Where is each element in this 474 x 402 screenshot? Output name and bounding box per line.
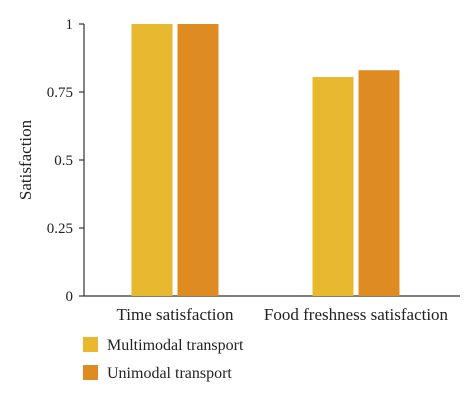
bars xyxy=(131,24,400,297)
legend-swatch xyxy=(83,365,98,380)
x-category-label: Time satisfaction xyxy=(117,305,234,324)
y-axis-ticks: 0 0.25 0.5 0.75 1 xyxy=(47,17,84,305)
bar-multimodal-1 xyxy=(312,77,354,296)
y-tick-label: 0 xyxy=(66,289,74,305)
bar-multimodal-0 xyxy=(131,24,173,296)
legend-label: Multimodal transport xyxy=(107,337,244,354)
y-tick-label: 0.25 xyxy=(47,221,73,237)
y-tick-label: 1 xyxy=(66,17,74,33)
legend-label: Unimodal transport xyxy=(107,365,232,382)
legend: Multimodal transport Unimodal transport xyxy=(83,337,244,382)
legend-swatch xyxy=(83,337,98,352)
bar-unimodal-1 xyxy=(358,70,400,297)
y-tick-label: 0.75 xyxy=(47,85,73,101)
bar-unimodal-0 xyxy=(177,24,219,296)
x-category-label: Food freshness satisfaction xyxy=(264,305,449,324)
x-axis-categories: Time satisfaction Food freshness satisfac… xyxy=(117,305,449,324)
y-tick-label: 0.5 xyxy=(54,153,73,169)
y-axis-label: Satisfaction xyxy=(16,119,35,200)
